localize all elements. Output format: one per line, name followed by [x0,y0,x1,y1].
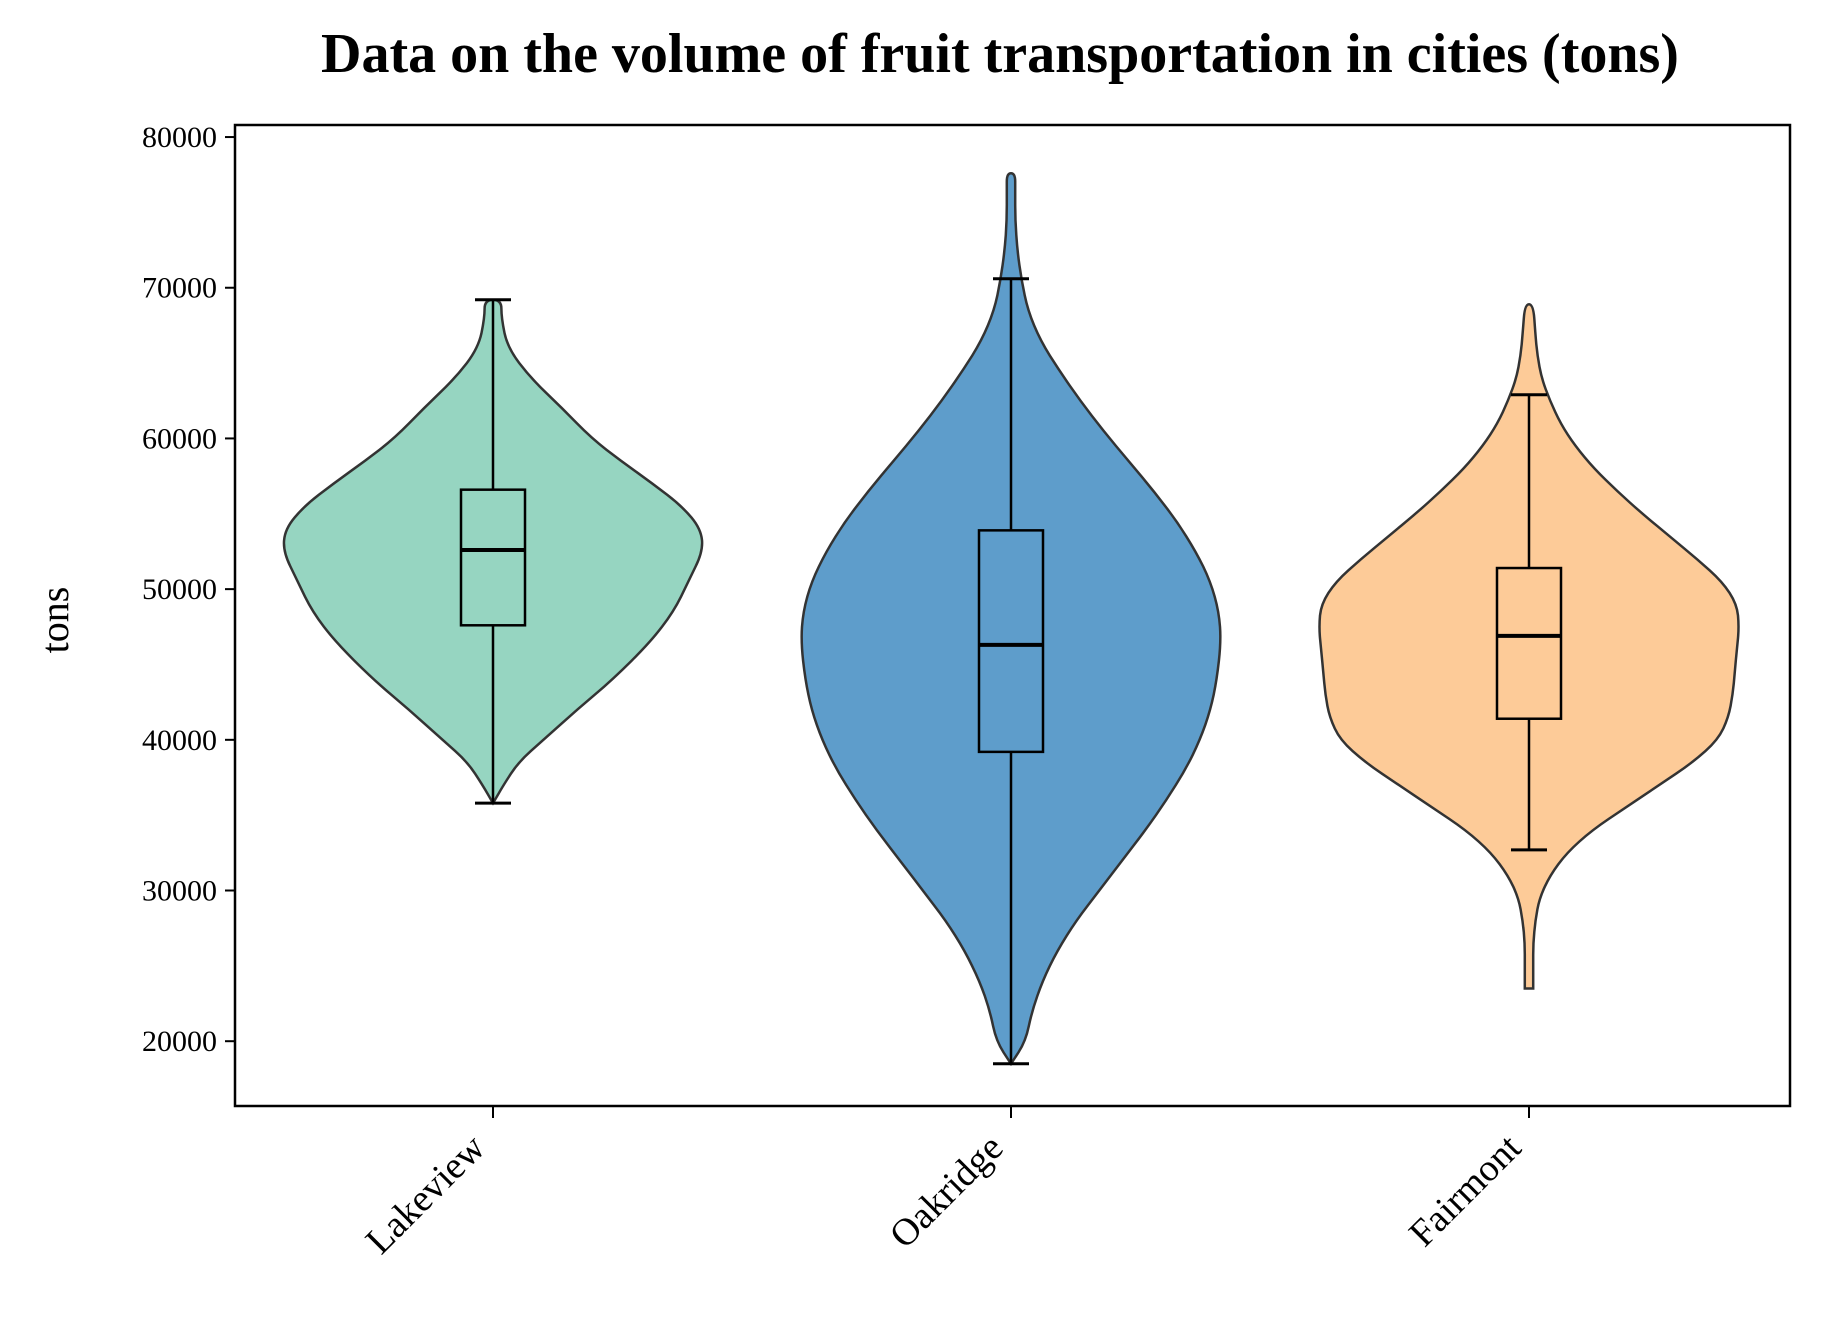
iqr-box-oakridge [977,529,1045,754]
iqr-box-lakeview [459,488,527,627]
y-tick-label: 60000 [142,422,217,455]
y-tick-label: 50000 [142,573,217,606]
chart-title: Data on the volume of fruit transportati… [321,23,1679,85]
x-tick-label-oakridge: Oakridge [882,1127,1012,1257]
y-tick-label: 70000 [142,272,217,305]
y-tick-label: 20000 [142,1025,217,1058]
axes-frame [233,123,1792,1108]
violin-fairmont [1318,303,1740,990]
y-tick-label: 30000 [142,875,217,908]
y-tick-label: 80000 [142,121,217,154]
plot-area: 20000 30000 40000 50000 60000 70000 80000 Lakev… [142,121,1792,1262]
violin-oakridge [800,171,1222,1067]
iqr-box-fairmont [1495,566,1563,720]
x-tick-label-lakeview: Lakeview [358,1126,494,1262]
y-axis-label: tons [32,587,77,654]
x-tick-label-fairmont: Fairmont [1401,1126,1530,1255]
y-tick-label: 40000 [142,724,217,757]
